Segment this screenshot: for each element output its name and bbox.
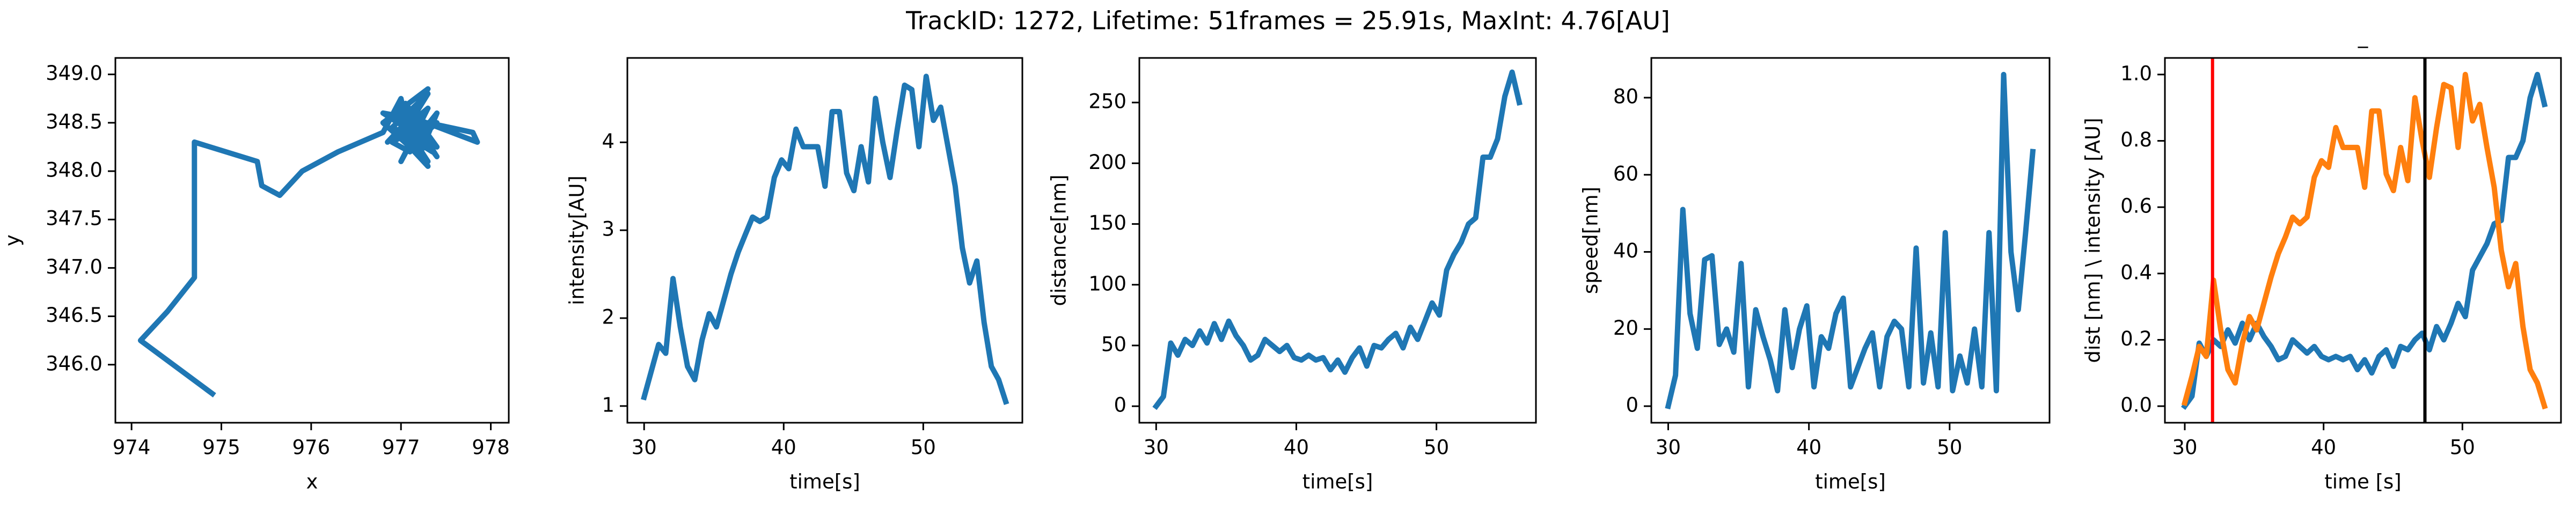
axes-frame [2164, 57, 2562, 424]
y-tick-label: 1 [602, 393, 614, 416]
x-tick-label: 50 [1424, 436, 1449, 459]
y-tick-label: 150 [1088, 211, 1126, 234]
x-tick-label: 976 [292, 436, 331, 459]
series-line [137, 86, 480, 398]
y-tick-label: 347.0 [46, 255, 103, 278]
y-tick-label: 347.5 [46, 207, 103, 230]
y-tick-label: 0.8 [2120, 128, 2152, 151]
y-tick-label: 20 [1613, 317, 1638, 340]
y-tick-label: 1.0 [2120, 62, 2152, 85]
x-tick-label: 50 [1937, 436, 1962, 459]
x-axis-label: time[s] [1302, 470, 1373, 494]
chart-title: _ [2358, 25, 2368, 48]
y-tick-label: 0.6 [2120, 195, 2152, 218]
y-axis-label: dist [nm] \ intensity [AU] [2082, 117, 2105, 363]
y-tick-label: 0 [1114, 394, 1126, 417]
x-tick-label: 974 [113, 436, 151, 459]
x-tick-label: 30 [2172, 436, 2197, 459]
series-line [641, 73, 1009, 405]
y-tick-label: 0 [1626, 394, 1638, 417]
y-tick-label: 200 [1088, 151, 1126, 174]
axes-frame [1138, 57, 1537, 424]
y-tick-label: 250 [1088, 90, 1126, 113]
x-tick-label: 40 [2311, 436, 2336, 459]
y-tick-label: 40 [1613, 239, 1638, 262]
y-tick-label: 80 [1613, 85, 1638, 108]
y-tick-label: 0.4 [2120, 261, 2152, 284]
x-tick-label: 30 [632, 436, 657, 459]
y-tick-label: 4 [602, 130, 614, 153]
x-tick-label: 978 [472, 436, 510, 459]
y-tick-label: 60 [1613, 162, 1638, 185]
y-tick-label: 50 [1101, 333, 1126, 356]
x-tick-label: 50 [2450, 436, 2475, 459]
y-tick-label: 0.2 [2120, 327, 2152, 350]
figure-title: TrackID: 1272, Lifetime: 51frames = 25.9… [905, 6, 1670, 35]
y-tick-label: 348.5 [46, 110, 103, 133]
x-tick-label: 50 [911, 436, 936, 459]
x-axis-label: x [306, 470, 318, 494]
y-tick-label: 0.0 [2120, 394, 2152, 417]
y-axis-label: speed[nm] [1579, 187, 1602, 294]
y-tick-label: 100 [1088, 272, 1126, 295]
x-tick-label: 40 [1284, 436, 1309, 459]
axes-frame [626, 57, 1023, 424]
series-line [2181, 71, 2548, 410]
axes-frame [1650, 57, 2051, 424]
x-tick-label: 40 [1796, 436, 1821, 459]
series-line [1665, 71, 2036, 410]
y-axis-label: y [1, 234, 24, 246]
y-tick-label: 349.0 [46, 62, 103, 85]
x-axis-label: time[s] [789, 470, 860, 494]
y-tick-label: 3 [602, 218, 614, 241]
y-axis-label: intensity[AU] [566, 175, 589, 305]
y-axis-label: distance[nm] [1048, 174, 1071, 306]
y-tick-label: 346.0 [46, 352, 103, 375]
x-tick-label: 40 [771, 436, 796, 459]
axes-frame [114, 57, 510, 424]
x-tick-label: 977 [382, 436, 420, 459]
y-tick-label: 2 [602, 306, 614, 329]
x-axis-label: time [s] [2324, 470, 2402, 494]
y-tick-label: 348.0 [46, 159, 103, 182]
x-tick-label: 30 [1144, 436, 1169, 459]
x-tick-label: 975 [202, 436, 240, 459]
x-axis-label: time[s] [1815, 470, 1886, 494]
series-line [1152, 69, 1523, 410]
x-tick-label: 30 [1656, 436, 1681, 459]
y-tick-label: 346.5 [46, 304, 103, 327]
